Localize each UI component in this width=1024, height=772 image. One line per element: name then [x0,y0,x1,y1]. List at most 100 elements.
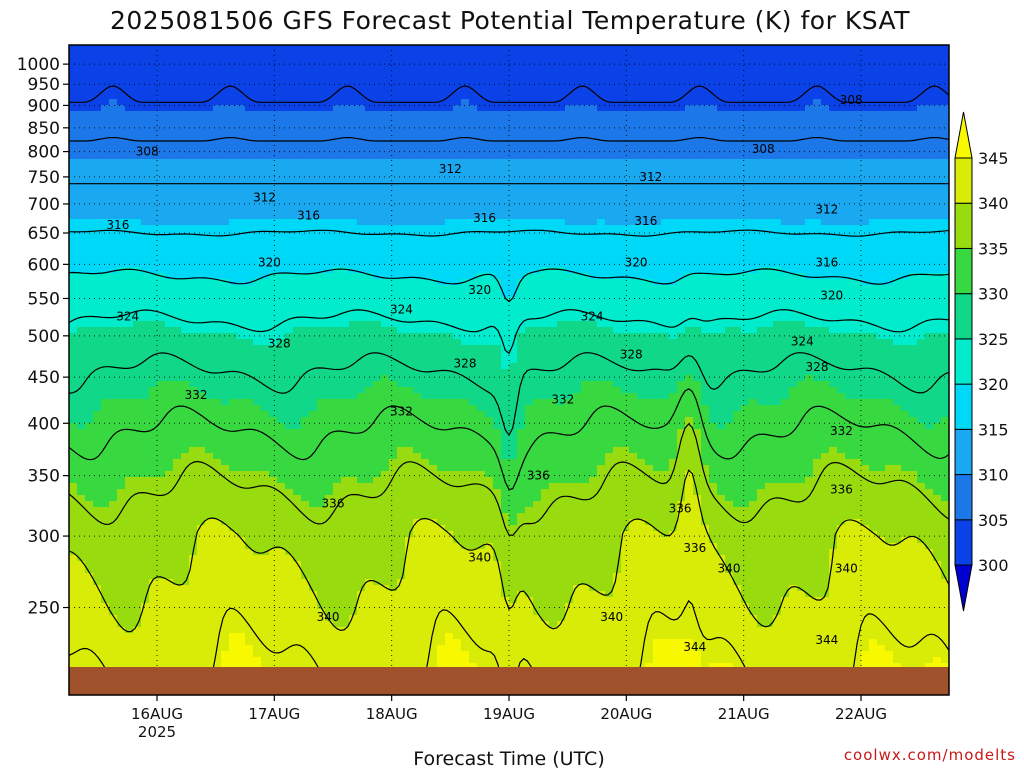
field-cell [181,645,190,652]
field-cell [157,615,166,622]
field-cell [157,123,166,130]
field-cell [245,579,254,586]
field-cell [141,147,150,154]
field-cell [181,111,190,118]
field-cell [109,399,118,406]
field-cell [405,177,414,184]
field-cell [109,615,118,622]
field-cell [373,261,382,268]
field-cell [349,99,358,106]
field-cell [197,651,206,658]
field-cell [101,597,110,604]
field-cell [189,531,198,538]
field-cell [381,573,390,580]
field-cell [141,297,150,304]
field-cell [229,507,238,514]
field-cell [365,495,374,502]
field-cell [125,651,134,658]
chart-title: 2025081506 GFS Forecast Potential Temper… [110,6,910,35]
field-cell [357,189,366,196]
field-cell [293,375,302,382]
field-cell [333,627,342,634]
field-cell [333,213,342,220]
field-cell [229,81,238,88]
field-cell [189,657,198,664]
field-cell [93,603,102,610]
field-cell [285,345,294,352]
field-cell [349,459,358,466]
field-cell [301,117,310,124]
field-cell [317,507,326,514]
field-cell [429,129,438,136]
field-cell [349,501,358,508]
field-cell [85,447,94,454]
field-cell [325,417,334,424]
field-cell [181,387,190,394]
field-cell [421,165,430,172]
field-cell [373,279,382,286]
field-cell [429,159,438,166]
field-cell [197,519,206,526]
field-cell [421,627,430,634]
field-cell [317,483,326,490]
field-cell [205,603,214,610]
field-cell [181,483,190,490]
field-cell [285,435,294,442]
field-cell [229,639,238,646]
field-cell [173,345,182,352]
field-cell [341,81,350,88]
field-cell [277,105,286,112]
field-cell [277,501,286,508]
field-cell [253,399,262,406]
field-cell [389,225,398,232]
field-cell [413,543,422,550]
field-cell [373,567,382,574]
field-cell [141,447,150,454]
field-cell [253,471,262,478]
field-cell [237,531,246,538]
field-cell [125,267,134,274]
field-cell [117,297,126,304]
field-cell [189,513,198,520]
field-cell [253,189,262,196]
field-cell [429,183,438,190]
field-cell [277,417,286,424]
field-cell [373,435,382,442]
field-cell [205,381,214,388]
field-cell [413,189,422,196]
field-cell [149,177,158,184]
field-cell [293,555,302,562]
field-cell [229,471,238,478]
field-cell [253,513,262,520]
field-cell [293,231,302,238]
field-cell [69,471,78,478]
field-cell [93,111,102,118]
field-cell [229,621,238,628]
field-cell [333,417,342,424]
field-cell [109,183,118,190]
field-cell [341,543,350,550]
field-cell [93,573,102,580]
field-cell [133,327,142,334]
field-cell [333,621,342,628]
field-cell [317,177,326,184]
field-cell [77,45,86,52]
field-cell [253,339,262,346]
field-cell [229,279,238,286]
field-cell [197,267,206,274]
field-cell [285,405,294,412]
field-cell [205,507,214,514]
field-cell [397,585,406,592]
field-cell [333,69,342,76]
field-cell [309,183,318,190]
field-cell [181,507,190,514]
field-cell [277,129,286,136]
field-cell [429,387,438,394]
field-cell [269,447,278,454]
field-cell [205,567,214,574]
field-cell [213,141,222,148]
field-cell [405,405,414,412]
field-cell [245,123,254,130]
field-cell [213,375,222,382]
field-cell [381,651,390,658]
